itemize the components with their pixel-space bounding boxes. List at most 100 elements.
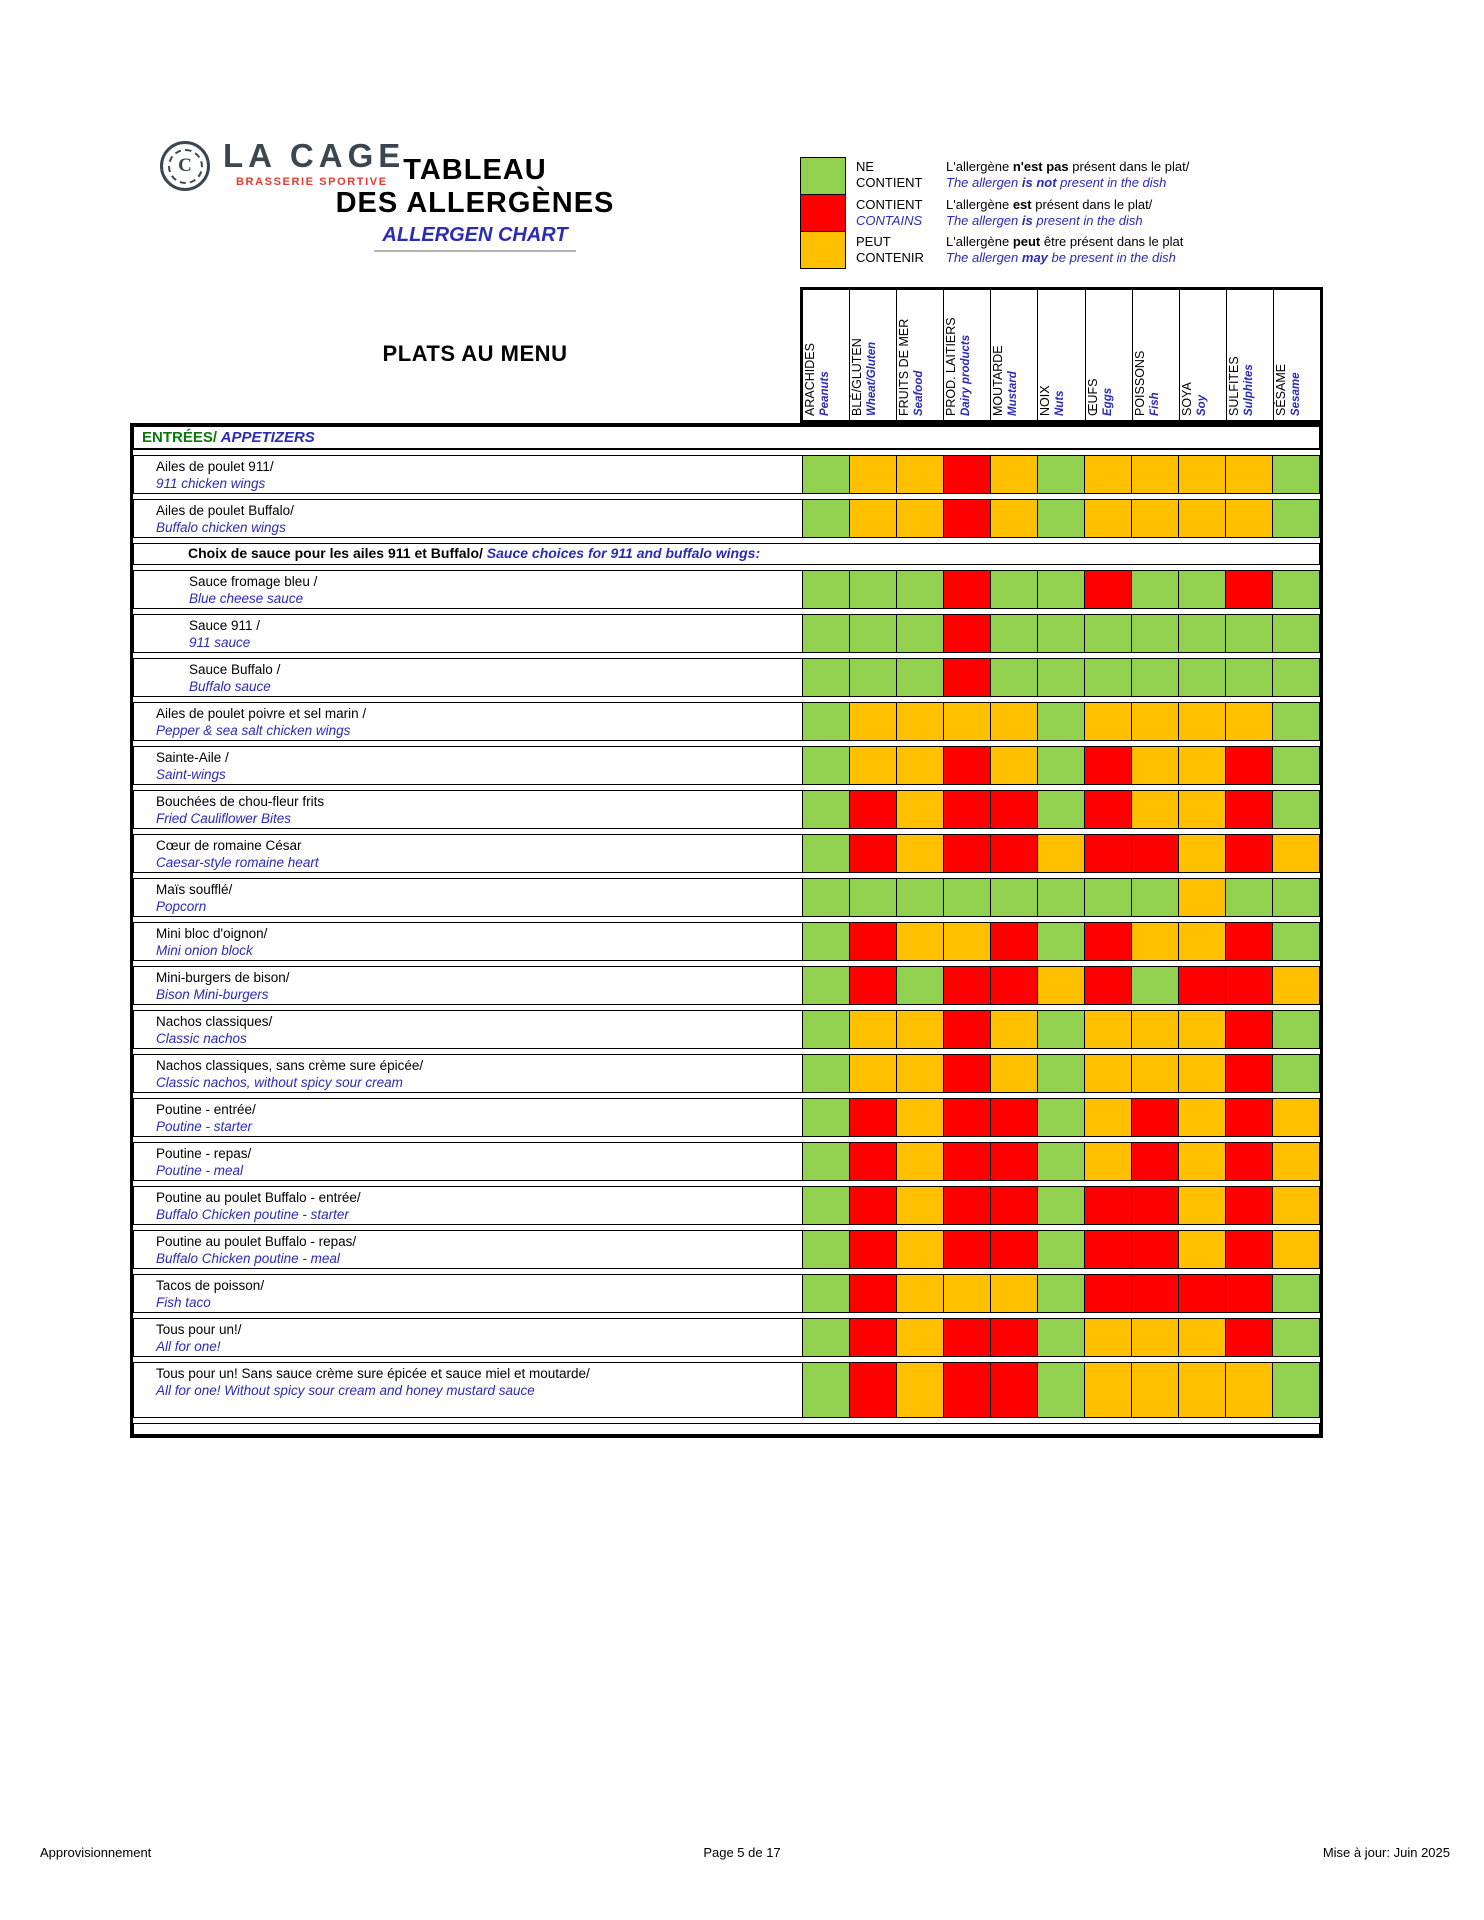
allergen-cell-contient (1084, 1275, 1131, 1312)
allergen-cell-contient (1225, 1187, 1272, 1224)
column-header-text: NOIX Nuts (1038, 290, 1067, 420)
column-header-seafood: FRUITS DE MER Seafood (896, 290, 943, 420)
legend-code-line: CONTIENT (856, 175, 923, 190)
allergen-cell-peut-contenir (1178, 1011, 1225, 1048)
column-header-fr: SÉSAME (1273, 363, 1288, 416)
allergen-cell-contient (1178, 1275, 1225, 1312)
allergen-cell-ne-contient (1272, 1055, 1319, 1092)
allergen-cell-ne-contient (802, 1099, 849, 1136)
column-header-wheat-gluten: BLÉ/GLUTEN Wheat/Gluten (849, 290, 896, 420)
allergen-cell-peut-contenir (1084, 500, 1131, 537)
footer-updated-date: Mise à jour: Juin 2025 (1322, 1845, 1450, 1860)
legend-desc-text: être présent dans le plat (1040, 234, 1184, 249)
allergen-cell-contient (943, 747, 990, 784)
dish-name-en: Classic nachos (156, 1031, 247, 1046)
allergen-cell-contient (1225, 1319, 1272, 1356)
table-row: Nachos classiques, sans crème sure épicé… (133, 1054, 1320, 1093)
column-header-en: Sulphites (1242, 364, 1255, 416)
dish-name-fr: Sauce 911 / (189, 618, 261, 633)
table-row: Ailes de poulet Buffalo/Buffalo chicken … (133, 499, 1320, 538)
column-header-en: Peanuts (819, 371, 831, 416)
allergen-cell-ne-contient (1272, 879, 1319, 916)
column-header-mustard: MOUTARDE Mustard (990, 290, 1037, 420)
column-header-en: Nuts (1054, 390, 1067, 416)
allergen-cell-ne-contient (990, 615, 1037, 652)
allergen-cell-peut-contenir (1178, 703, 1225, 740)
table-row: Mini-burgers de bison/Bison Mini-burgers (133, 966, 1320, 1005)
allergen-cell-peut-contenir (1178, 1231, 1225, 1268)
legend-desc-emphasis: may (1021, 250, 1048, 265)
allergen-cell-peut-contenir (1178, 456, 1225, 493)
allergen-cell-peut-contenir (896, 1231, 943, 1268)
legend-desc-text: be present in the dish (1047, 250, 1176, 265)
allergen-cell-contient (1131, 1231, 1178, 1268)
column-header-text: SULFITES Sulphites (1227, 290, 1256, 420)
allergen-cell-ne-contient (849, 659, 896, 696)
allergen-cell-contient (1225, 1011, 1272, 1048)
allergen-cell-ne-contient (849, 615, 896, 652)
allergen-cell-peut-contenir (943, 703, 990, 740)
allergen-cell-ne-contient (1178, 615, 1225, 652)
dish-label: Cœur de romaine César Caesar-style romain… (134, 835, 802, 872)
allergen-cell-ne-contient (1178, 571, 1225, 608)
allergen-cell-ne-contient (1037, 1187, 1084, 1224)
dish-name-fr: Sauce fromage bleu / (189, 574, 318, 589)
allergen-cell-peut-contenir (1131, 456, 1178, 493)
allergen-cell-peut-contenir (1178, 1099, 1225, 1136)
allergen-cell-peut-contenir (1178, 923, 1225, 960)
allergen-cell-contient (943, 571, 990, 608)
allergen-cell-peut-contenir (1084, 1011, 1131, 1048)
allergen-cell-ne-contient (1272, 1275, 1319, 1312)
allergen-cell-ne-contient (1084, 659, 1131, 696)
table-row: Tacos de poisson/Fish taco (133, 1274, 1320, 1313)
allergen-cell-ne-contient (896, 879, 943, 916)
column-header-fr: MOUTARDE (991, 345, 1006, 416)
dish-name-en: Fried Cauliflower Bites (156, 811, 292, 826)
allergen-cell-ne-contient (1272, 1011, 1319, 1048)
subheader-label-fr: Choix de sauce pour les ailes 911 et Buf… (188, 545, 483, 561)
allergen-cell-peut-contenir (1272, 1231, 1319, 1268)
allergen-cell-peut-contenir (849, 1055, 896, 1092)
allergen-cell-contient (1225, 1231, 1272, 1268)
allergen-cell-peut-contenir (896, 703, 943, 740)
allergen-cell-ne-contient (802, 1363, 849, 1417)
column-header-text: ŒUFS Eggs (1086, 290, 1115, 420)
dish-name-fr: Poutine au poulet Buffalo - entrée/ (156, 1190, 361, 1205)
table-row: Poutine - repas/Poutine - meal (133, 1142, 1320, 1181)
column-header-fr: NOIX (1038, 385, 1053, 416)
allergen-cell-ne-contient (1037, 1011, 1084, 1048)
dish-name-fr: Poutine au poulet Buffalo - repas/ (156, 1234, 357, 1249)
allergen-cell-contient (1225, 1099, 1272, 1136)
allergen-cell-contient (990, 1143, 1037, 1180)
table-row: Mini bloc d'oignon/Mini onion block (133, 922, 1320, 961)
allergen-cell-ne-contient (802, 835, 849, 872)
allergen-cell-peut-contenir (849, 747, 896, 784)
allergen-cell-ne-contient (1131, 879, 1178, 916)
dish-name-en: Buffalo chicken wings (156, 520, 286, 535)
legend-item-contient: CONTIENT CONTAINS L'allergène est présent … (800, 194, 1420, 232)
allergen-cell-contient (1131, 1099, 1178, 1136)
dish-name-fr: Sauce Buffalo / (189, 662, 281, 677)
allergen-cell-contient (849, 1231, 896, 1268)
allergen-cell-contient (849, 1099, 896, 1136)
allergen-cell-contient (849, 835, 896, 872)
allergen-cell-contient (849, 1363, 896, 1417)
allergen-cell-contient (849, 1275, 896, 1312)
dish-name-fr: Mini-burgers de bison/ (156, 970, 290, 985)
dish-name-fr: Bouchées de chou-fleur frits (156, 794, 325, 809)
dish-name-fr: Maïs soufflé/ (156, 882, 233, 897)
dish-label: Poutine - repas/Poutine - meal (134, 1143, 802, 1180)
allergen-cell-ne-contient (802, 1275, 849, 1312)
allergen-cell-peut-contenir (990, 500, 1037, 537)
allergen-cell-peut-contenir (1084, 1055, 1131, 1092)
allergen-cell-ne-contient (802, 1319, 849, 1356)
dish-name-fr: Ailes de poulet poivre et sel marin / (156, 706, 367, 721)
allergen-column-headers: ARACHIDES Peanuts BLÉ/GLUTEN Wheat/Gluten FR… (800, 287, 1323, 423)
dish-name-en: Bison Mini-burgers (156, 987, 269, 1002)
column-header-text: PROD. LAITIERS Dairy products (944, 290, 973, 420)
allergen-cell-contient (943, 500, 990, 537)
dish-label: Ailes de poulet poivre et sel marin / Pep… (134, 703, 802, 740)
allergen-cell-peut-contenir (1084, 1143, 1131, 1180)
allergen-cell-ne-contient (802, 1231, 849, 1268)
